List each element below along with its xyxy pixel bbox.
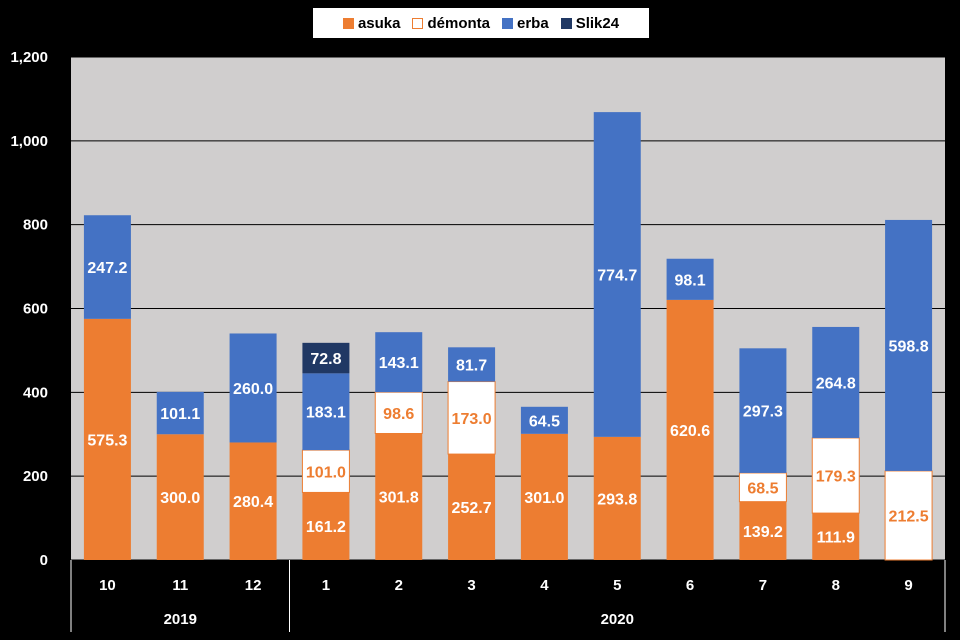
x-tick-label: 3: [467, 577, 475, 594]
data-label: 252.7: [452, 500, 492, 517]
data-label: 598.8: [889, 338, 929, 355]
bar-asuka: [448, 454, 496, 560]
x-tick-label: 12: [245, 577, 262, 594]
x-tick-label: 7: [759, 577, 767, 594]
data-label: 143.1: [379, 355, 419, 372]
legend-label-demonta: démonta: [427, 14, 490, 32]
bar-erba: [520, 406, 568, 434]
data-label: 64.5: [529, 413, 560, 430]
legend-item-slik24: Slik24: [560, 14, 620, 32]
data-label: 247.2: [87, 260, 127, 277]
bar-erba: [666, 258, 714, 300]
data-label: 774.7: [597, 267, 637, 284]
data-label: 111.9: [817, 530, 855, 547]
legend-swatch-slik24: [560, 17, 572, 29]
data-label: 301.8: [379, 490, 419, 507]
data-label: 173.0: [452, 411, 492, 428]
data-label: 98.6: [383, 406, 414, 423]
data-label: 297.3: [743, 404, 783, 421]
y-tick-label: 1,000: [10, 133, 48, 150]
x-tick-label: 8: [832, 577, 840, 594]
data-label: 575.3: [87, 432, 127, 449]
data-label: 81.7: [456, 357, 487, 374]
bar-asuka: [229, 442, 277, 560]
y-tick-label: 800: [23, 217, 48, 234]
x-tick-label: 10: [99, 577, 116, 594]
bar-asuka: [375, 433, 423, 560]
bar-erba: [302, 373, 350, 451]
legend-item-erba: erba: [502, 15, 549, 32]
bar-slik24: [302, 342, 350, 374]
bar-erba: [156, 391, 204, 435]
bar-erba: [593, 112, 641, 437]
data-label: 300.0: [160, 490, 200, 507]
bar-dmonta: [738, 472, 787, 503]
bar-dmonta: [301, 449, 350, 493]
x-tick-label: 1: [322, 577, 330, 594]
x-tick-label: 6: [686, 577, 694, 594]
data-label: 260.0: [233, 381, 273, 398]
legend-swatch-asuka: [342, 17, 354, 29]
legend-label-asuka: asuka: [357, 14, 401, 32]
bar-erba: [448, 347, 496, 382]
legend-swatch-demonta: [412, 17, 424, 29]
bar-asuka: [739, 501, 787, 560]
data-label: 161.2: [306, 519, 346, 536]
bar-asuka: [593, 436, 641, 560]
x-tick-label: 5: [613, 577, 621, 594]
data-label: 301.0: [524, 490, 564, 507]
legend-item-asuka: asuka: [342, 14, 401, 32]
data-label: 72.8: [310, 351, 341, 368]
data-label: 139.2: [743, 524, 783, 541]
data-label: 101.1: [160, 406, 200, 423]
y-tick-label: 400: [23, 384, 48, 401]
bar-erba: [229, 333, 277, 443]
bar-erba: [375, 332, 423, 393]
y-tick-label: 0: [40, 552, 48, 569]
data-label: 179.3: [816, 469, 856, 486]
bar-dmonta: [374, 391, 423, 434]
data-label: 183.1: [306, 405, 346, 422]
x-tick-label: 9: [904, 577, 912, 594]
data-label: 620.6: [670, 423, 710, 440]
x-tick-label: 2: [395, 577, 403, 594]
legend-label-erba: erba: [517, 14, 549, 32]
bar-erba: [885, 219, 933, 471]
legend: asuka démonta erba Slik24: [313, 8, 649, 38]
bar-asuka: [666, 299, 714, 560]
bar-asuka: [302, 492, 350, 560]
year-label: 2019: [164, 611, 197, 628]
bar-erba: [812, 326, 860, 438]
x-tick-label: 11: [172, 577, 188, 594]
data-label: 68.5: [747, 480, 778, 497]
bar-dmonta: [884, 470, 933, 561]
legend-swatch-erba: [502, 17, 513, 29]
data-label: 212.5: [889, 508, 929, 525]
bar-dmonta: [811, 437, 860, 514]
y-tick-label: 200: [23, 468, 48, 485]
data-label: 264.8: [816, 375, 856, 392]
bar-asuka: [812, 513, 860, 560]
bar-asuka: [156, 434, 204, 560]
bar-asuka: [83, 318, 131, 560]
y-tick-label: 600: [23, 301, 48, 318]
y-tick-label: 1,200: [10, 49, 48, 66]
x-tick-label: 4: [540, 577, 549, 594]
legend-label-slik24: Slik24: [575, 14, 620, 32]
data-label: 280.4: [233, 494, 273, 511]
year-label: 2020: [601, 611, 634, 628]
bar-asuka: [520, 433, 568, 560]
bar-erba: [739, 348, 787, 473]
data-label: 293.8: [597, 491, 637, 508]
data-label: 98.1: [675, 272, 706, 289]
legend-item-demonta: démonta: [412, 15, 490, 32]
bar-erba: [83, 215, 131, 319]
data-label: 101.0: [306, 464, 346, 481]
bar-dmonta: [447, 381, 496, 455]
